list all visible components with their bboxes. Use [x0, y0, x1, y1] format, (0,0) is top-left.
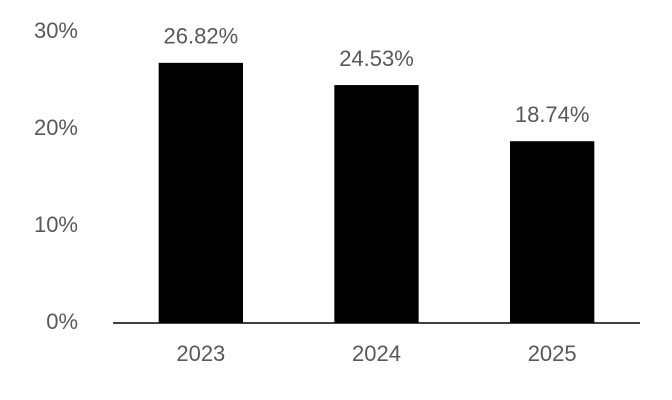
y-tick-label: 0%: [46, 309, 78, 334]
bar: [334, 85, 419, 324]
x-tick-label: 2025: [528, 341, 577, 366]
bar: [510, 141, 595, 323]
x-tick-label: 2023: [176, 341, 225, 366]
y-tick-label: 20%: [34, 115, 78, 140]
y-tick-label: 30%: [34, 18, 78, 43]
x-tick-label: 2024: [352, 341, 401, 366]
data-label: 24.53%: [339, 46, 414, 71]
data-label: 18.74%: [515, 102, 590, 127]
data-label: 26.82%: [164, 24, 239, 49]
y-tick-label: 10%: [34, 212, 78, 237]
bar: [158, 62, 243, 323]
